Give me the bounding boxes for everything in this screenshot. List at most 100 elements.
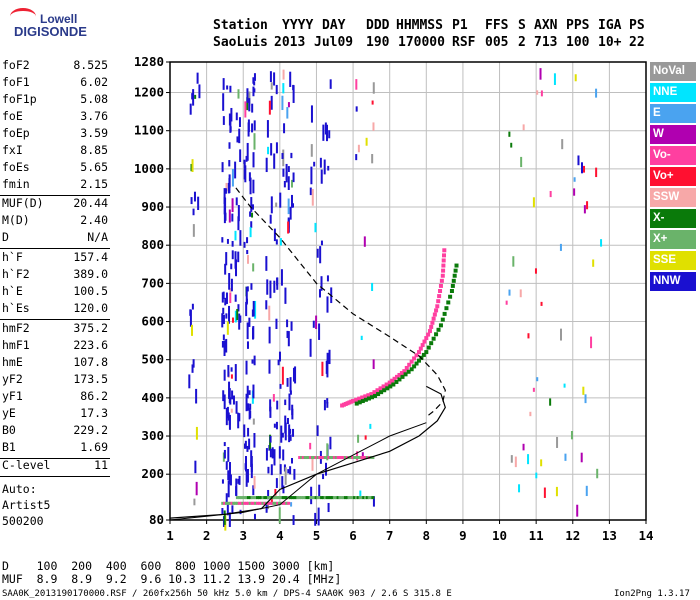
echo-mark	[223, 196, 226, 215]
echo-mark	[290, 502, 293, 507]
echo-mark	[326, 124, 329, 142]
echo-mark	[221, 237, 224, 243]
echo-mark	[236, 136, 239, 143]
echo-mark	[228, 160, 231, 167]
param-name: fmin	[2, 177, 30, 191]
echo-mark	[289, 390, 292, 395]
layer-trace-mark	[248, 501, 252, 505]
header-value-ddd: 190	[366, 35, 390, 50]
layer-trace-mark	[299, 456, 303, 460]
echo-mark	[355, 106, 358, 112]
header-value-year: 2013	[274, 35, 306, 50]
layer-trace-mark	[267, 501, 271, 505]
echo-mark	[234, 230, 237, 241]
param-row: h`E 100.5	[2, 284, 108, 300]
echo-mark	[197, 196, 200, 211]
echo-mark	[363, 236, 366, 247]
echo-mark	[268, 100, 271, 115]
y-tick-label: 1200	[134, 85, 164, 100]
y-tick-label: 900	[141, 199, 164, 214]
echo-mark	[372, 82, 375, 94]
echo-mark	[237, 304, 240, 312]
header-value-s: 2	[518, 35, 526, 50]
x-tick-label: 8	[423, 528, 431, 543]
echo-mark	[230, 408, 233, 413]
param-name: foEp	[2, 126, 30, 140]
echo-mark	[371, 100, 374, 105]
echo-mark	[536, 90, 539, 95]
layer-trace-mark	[331, 456, 335, 460]
trace-point	[382, 388, 387, 393]
muf-line	[169, 422, 427, 521]
echo-mark	[522, 443, 525, 451]
param-row: yF1 86.2	[2, 389, 108, 405]
echo-mark	[322, 124, 325, 141]
echo-mark	[223, 510, 226, 525]
param-value: 3.59	[80, 126, 108, 140]
echo-mark	[221, 162, 224, 173]
echo-mark	[275, 202, 278, 207]
echo-mark	[228, 142, 231, 149]
echo-mark	[359, 490, 362, 499]
trace-point	[376, 392, 381, 397]
echo-mark	[287, 221, 290, 234]
echo-mark	[270, 196, 273, 214]
echo-mark	[289, 71, 292, 87]
trace-point	[427, 329, 432, 334]
trace-point	[387, 380, 392, 385]
echo-mark	[191, 159, 194, 172]
echo-mark	[290, 321, 293, 331]
legend-item-sse: SSE	[650, 251, 696, 270]
param-name: yF1	[2, 389, 23, 403]
trace-point	[373, 393, 378, 398]
trace-point	[351, 398, 356, 403]
header-label-pps: PPS	[566, 18, 590, 33]
trace-point	[360, 399, 365, 404]
layer-trace-mark	[278, 496, 282, 500]
trace-point	[402, 369, 407, 374]
layer-trace-mark	[245, 501, 249, 505]
param-value: 107.8	[73, 355, 108, 369]
x-tick-label: 10	[492, 528, 507, 543]
param-value: 6.02	[80, 75, 108, 89]
echo-mark	[287, 198, 290, 215]
echo-mark	[228, 273, 231, 290]
echo-mark	[235, 197, 238, 206]
layer-trace-mark	[312, 456, 316, 460]
echo-mark	[229, 397, 232, 405]
param-row: M(D) 2.40	[2, 213, 108, 229]
echo-mark	[279, 464, 282, 475]
layer-trace-mark	[321, 496, 325, 500]
header-label-p1: P1	[452, 18, 468, 33]
echo-mark	[549, 398, 552, 406]
echo-mark	[276, 277, 279, 290]
trace-point	[400, 374, 405, 379]
layer-trace-mark	[354, 456, 358, 460]
layer-trace-mark	[349, 496, 353, 500]
trace-point	[404, 365, 409, 370]
echo-mark	[527, 333, 530, 339]
echo-mark	[222, 93, 225, 111]
param-name: foE	[2, 109, 23, 123]
trace-point	[421, 352, 426, 357]
echo-mark	[573, 177, 576, 182]
y-tick-label: 500	[141, 352, 164, 367]
echo-mark	[223, 442, 226, 447]
echo-mark	[221, 292, 224, 303]
x-tick-label: 13	[602, 528, 617, 543]
echo-mark	[239, 149, 242, 162]
layer-trace-mark	[364, 456, 368, 460]
echo-mark	[192, 89, 195, 106]
echo-mark	[324, 122, 327, 135]
echo-mark	[372, 122, 375, 131]
echo-mark	[238, 413, 241, 422]
echo-mark	[371, 282, 374, 292]
layer-trace-mark	[245, 496, 249, 500]
param-name: h`F	[2, 250, 23, 264]
echo-mark	[226, 406, 229, 419]
layer-trace-mark	[226, 501, 230, 505]
echo-mark	[229, 292, 232, 304]
echo-mark	[583, 165, 586, 173]
param-row: MUF(D) 20.44	[2, 196, 108, 212]
echo-mark	[510, 455, 513, 463]
